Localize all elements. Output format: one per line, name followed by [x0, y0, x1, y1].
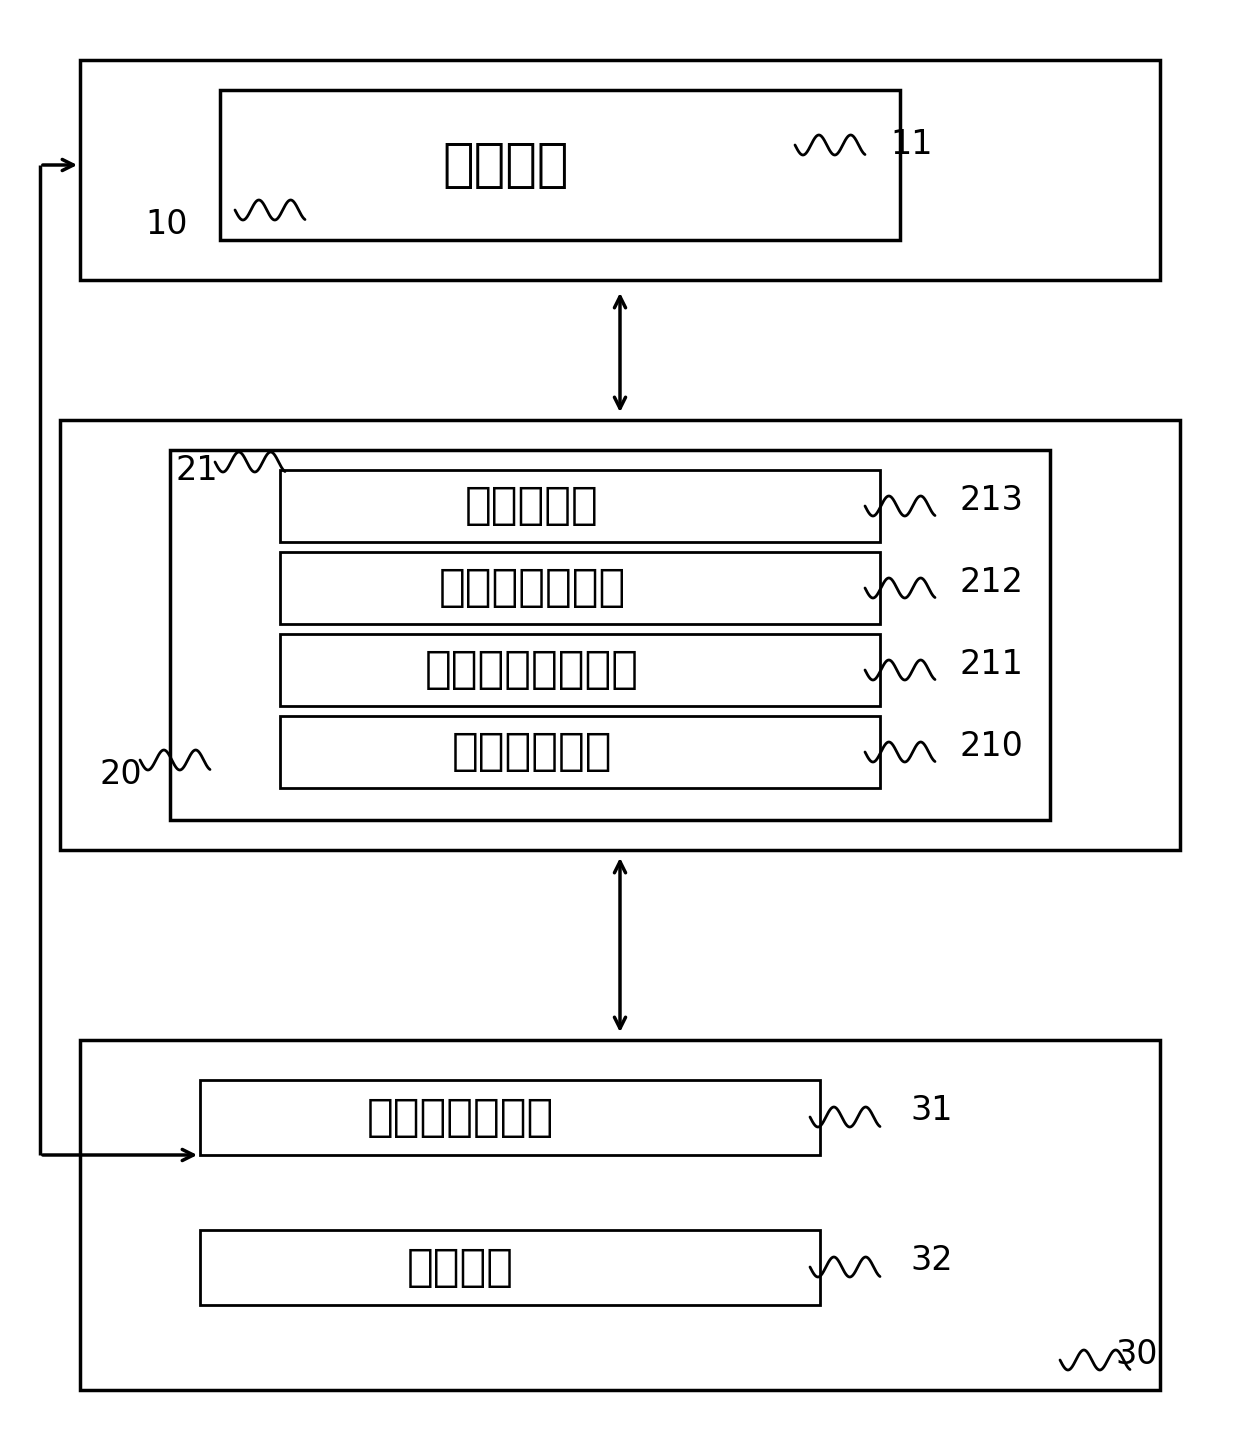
Bar	[200, 1080, 820, 1156]
Text: 数码模型: 数码模型	[407, 1245, 513, 1289]
Text: 20: 20	[100, 759, 143, 792]
Bar	[81, 1040, 1159, 1390]
Text: 有限元素分析模块: 有限元素分析模块	[425, 649, 639, 692]
Bar	[280, 715, 880, 788]
Bar	[170, 450, 1050, 820]
Text: 田口法运算模块: 田口法运算模块	[439, 566, 626, 610]
Text: 211: 211	[960, 647, 1024, 681]
Text: 21: 21	[175, 453, 218, 487]
Text: 210: 210	[960, 730, 1024, 763]
Text: 11: 11	[890, 129, 932, 162]
Text: 30: 30	[1115, 1338, 1157, 1371]
Text: 31: 31	[910, 1093, 952, 1127]
Text: 操作界面: 操作界面	[443, 139, 569, 191]
Bar	[280, 471, 880, 542]
Text: 直交表生成模块: 直交表生成模块	[367, 1096, 554, 1140]
Text: 213: 213	[960, 484, 1024, 517]
Bar	[280, 552, 880, 624]
Bar	[200, 1229, 820, 1305]
Text: 32: 32	[910, 1244, 952, 1277]
Text: 模型生成模块: 模型生成模块	[451, 730, 613, 773]
Bar	[81, 59, 1159, 279]
Text: 出报告模块: 出报告模块	[465, 485, 599, 527]
Bar	[219, 90, 900, 240]
Bar	[60, 420, 1180, 850]
Text: 10: 10	[145, 209, 187, 242]
Text: 212: 212	[960, 566, 1024, 598]
Bar	[280, 634, 880, 707]
